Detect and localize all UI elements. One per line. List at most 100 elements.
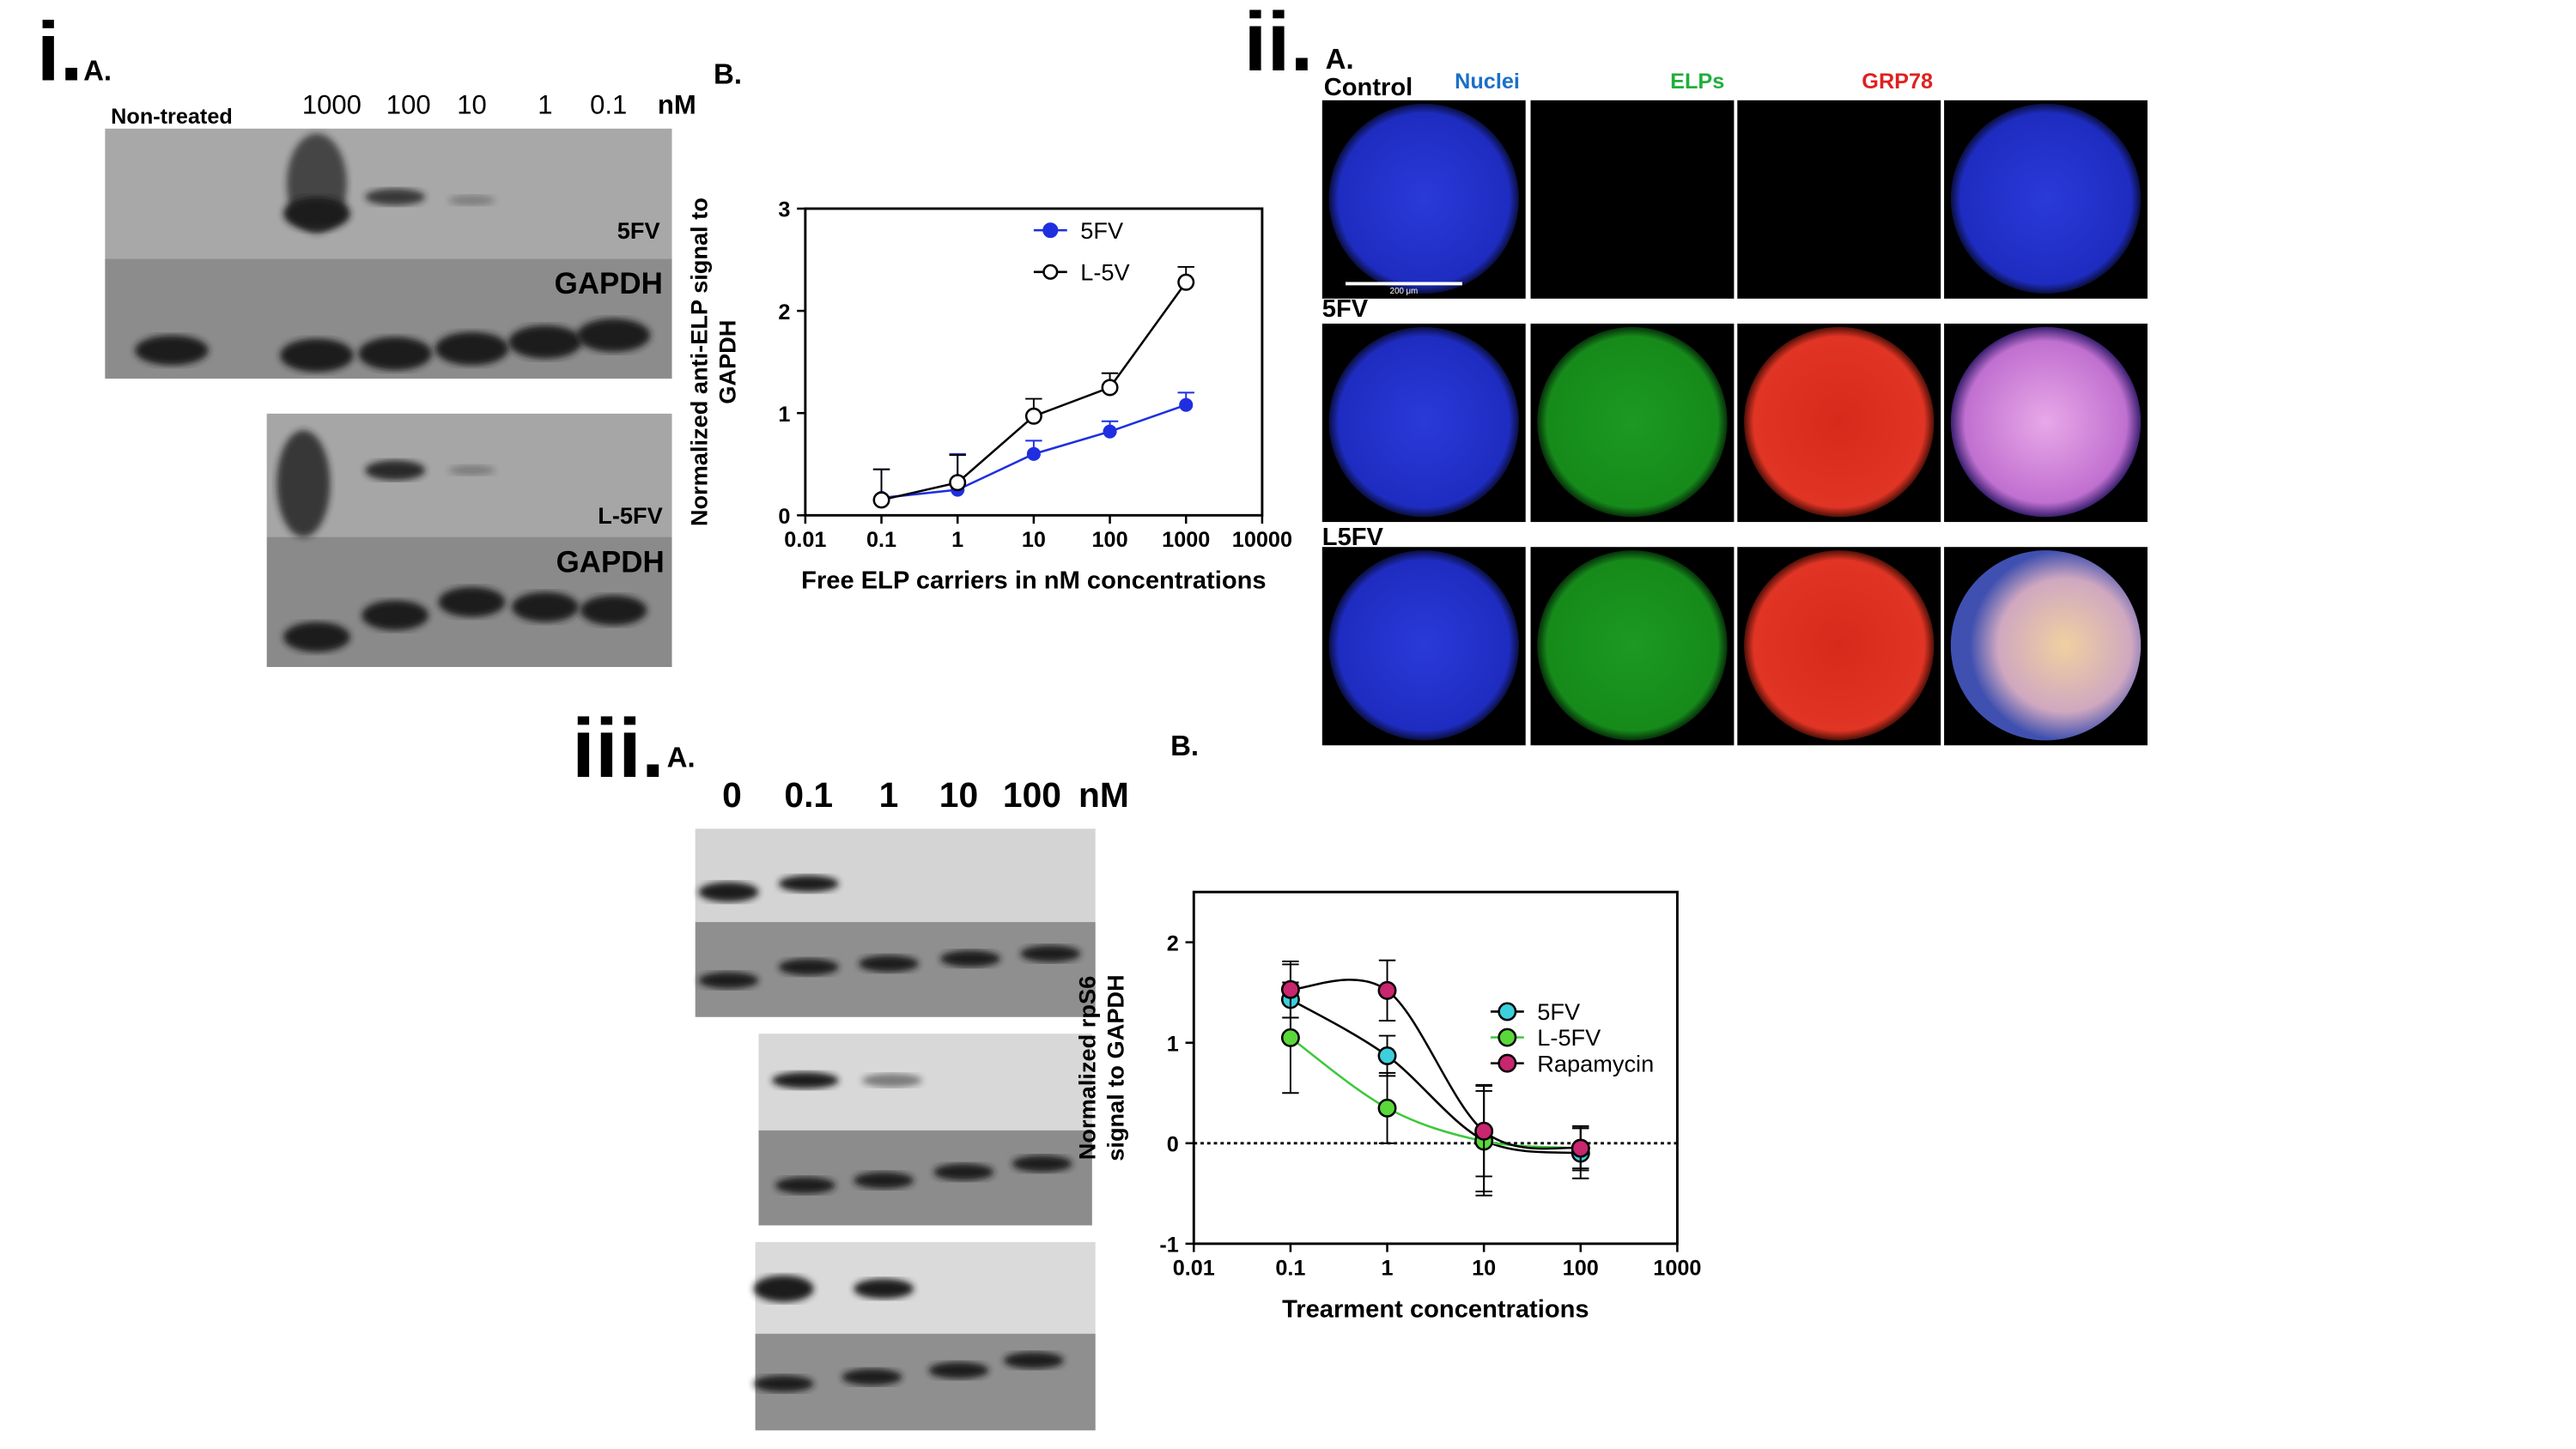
data-point	[949, 474, 967, 492]
channel-label: ELPs	[1670, 70, 1724, 94]
lane-label: Non-treated	[111, 105, 233, 129]
blot-label: GAPDH	[555, 267, 663, 300]
data-point	[1377, 1098, 1397, 1118]
x-tick-label: 0.01	[1173, 1257, 1215, 1281]
data-point	[1026, 446, 1041, 461]
blot-band	[358, 336, 432, 371]
x-tick-label: 10	[1472, 1257, 1496, 1281]
panel-label: iii.	[572, 701, 665, 795]
x-axis-label: Free ELP carriers in nM concentrations	[801, 567, 1266, 595]
data-point	[1179, 397, 1194, 412]
lane-label: 1000	[302, 89, 361, 119]
blot-band	[778, 958, 839, 976]
scale-bar-label: 200 μm	[1390, 287, 1419, 296]
layout	[105, 100, 2148, 1431]
lane-label: nM	[658, 89, 696, 119]
x-tick-label: 1000	[1653, 1257, 1701, 1281]
data-point	[1024, 407, 1042, 425]
legend-label: L-5FV	[1537, 1024, 1601, 1051]
blot-band	[512, 591, 579, 622]
y-tick-label: 2	[778, 300, 790, 324]
legend-marker	[1498, 1002, 1517, 1022]
data-point	[1280, 1028, 1300, 1047]
blot-band	[940, 950, 1001, 967]
micrograph	[1737, 100, 1941, 299]
legend-marker	[1042, 222, 1059, 239]
x-tick-label: 100	[1563, 1257, 1599, 1281]
blot-band	[365, 188, 426, 206]
panel-sub-label: A.	[667, 742, 696, 773]
lane-label: 100	[386, 89, 431, 119]
y-axis-label: Normalized anti-ELP signal to	[685, 197, 712, 526]
row-label: Control	[1324, 74, 1413, 101]
blot-band	[365, 460, 426, 481]
spheroid	[1950, 550, 2142, 741]
spheroid	[1744, 550, 1935, 741]
y-axis-label: signal to GAPDH	[1103, 974, 1129, 1161]
row-label: L5FV	[1322, 524, 1384, 551]
data-point	[1474, 1121, 1494, 1141]
legend-label: 5FV	[1537, 998, 1580, 1025]
y-tick-label: 1	[1167, 1032, 1179, 1056]
x-tick-label: 1	[951, 528, 963, 552]
panel-label: i.	[37, 5, 83, 99]
blot-band	[854, 1278, 914, 1299]
legend-marker	[1498, 1053, 1517, 1073]
blot-label: 5FV	[617, 217, 660, 244]
blot-band	[859, 955, 919, 973]
blot	[695, 828, 1096, 923]
blot-band	[698, 972, 759, 989]
series-line	[1290, 979, 1581, 1150]
spheroid	[1328, 103, 1519, 294]
data-point	[1103, 424, 1117, 439]
lane-label: 10	[939, 775, 978, 815]
legend-marker	[1498, 1028, 1517, 1047]
y-axis-label: Normalized rpS6	[1074, 976, 1101, 1160]
blot-band	[576, 318, 651, 353]
x-tick-label: 1000	[1162, 528, 1210, 552]
blot-band	[1012, 1155, 1072, 1173]
data-point	[1101, 379, 1119, 397]
lane-label: 1	[538, 89, 552, 119]
x-tick-label: 0.1	[1275, 1257, 1305, 1281]
blot-band	[448, 465, 495, 476]
blot-band	[280, 338, 354, 373]
lane-label: 1	[879, 775, 899, 815]
spheroid	[1950, 103, 2142, 294]
blot-band	[508, 324, 582, 359]
x-tick-label: 100	[1092, 528, 1128, 552]
blot-band	[276, 430, 331, 537]
blot-band	[698, 882, 759, 902]
spheroid	[1537, 550, 1728, 741]
lane-label: nM	[1078, 775, 1129, 815]
data-point	[1377, 980, 1397, 1000]
data-point	[1377, 1046, 1397, 1065]
row-label: 5FV	[1322, 295, 1369, 323]
series-line	[1290, 1036, 1581, 1149]
data-point	[1177, 273, 1195, 291]
blot-band	[361, 600, 429, 631]
x-tick-label: 1	[1382, 1257, 1394, 1281]
blot-band	[1020, 945, 1081, 962]
blot-band	[753, 1275, 814, 1302]
legend-label: 5FV	[1080, 217, 1123, 244]
blot-band	[580, 595, 647, 626]
y-tick-label: 2	[1167, 931, 1179, 955]
lane-label: 10	[457, 89, 487, 119]
y-tick-label: 1	[778, 403, 790, 427]
y-tick-label: 0	[1167, 1133, 1179, 1157]
blot-band	[775, 1177, 835, 1194]
micrograph	[1530, 100, 1735, 299]
blot-band	[135, 335, 209, 366]
data-point	[1280, 979, 1300, 999]
blot-band	[283, 621, 350, 652]
x-tick-label: 10	[1022, 528, 1046, 552]
lane-label: 0	[722, 775, 742, 815]
blot-band	[772, 1071, 839, 1089]
blot-band	[753, 1375, 814, 1392]
y-tick-label: -1	[1159, 1234, 1178, 1258]
panel-sub-label: B.	[1170, 730, 1199, 761]
